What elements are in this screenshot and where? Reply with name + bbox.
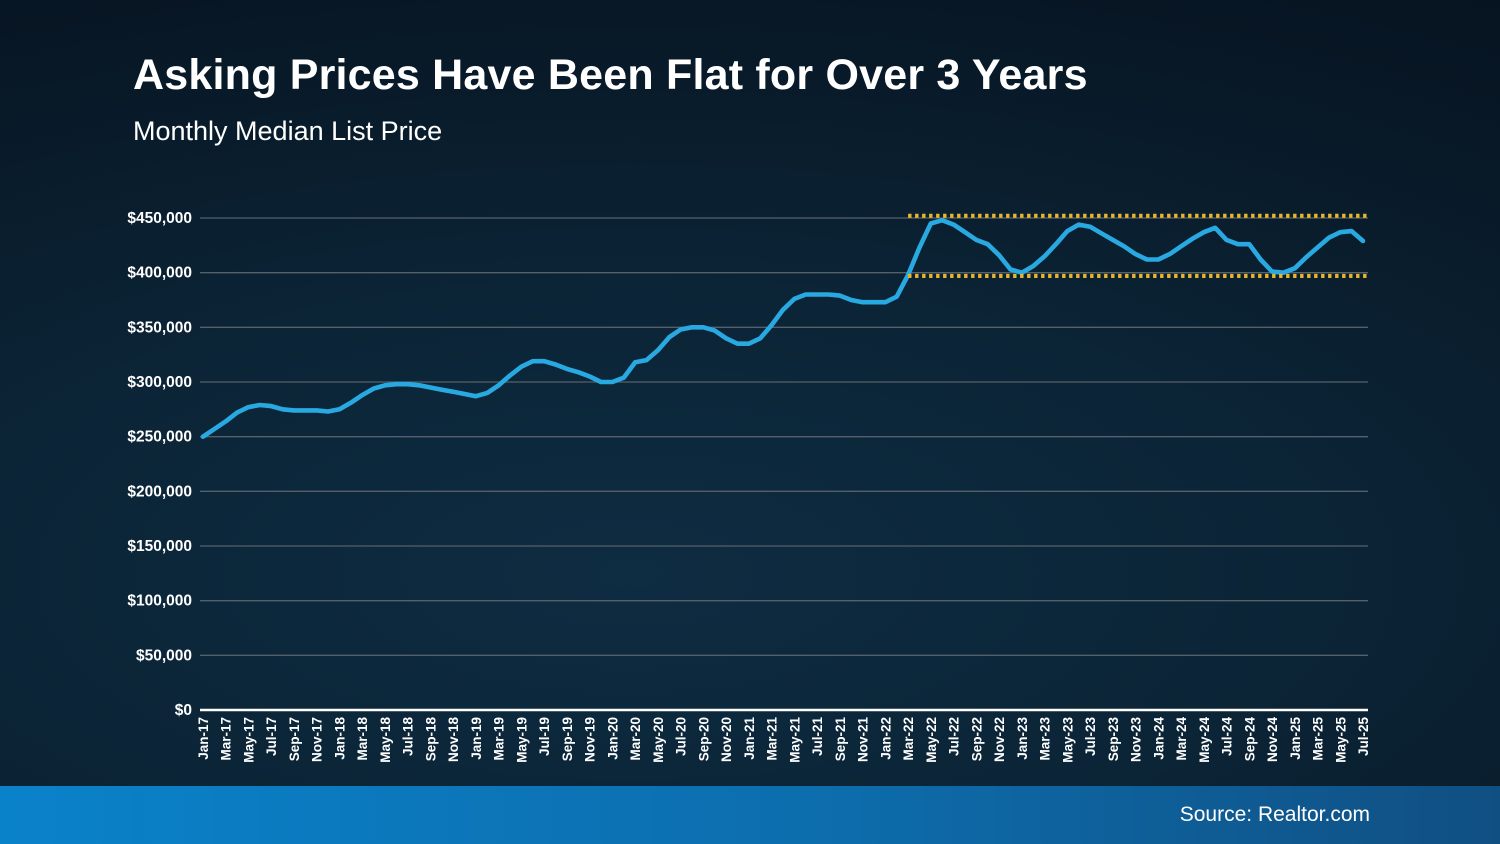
x-tick-label: Sep-22 [969,717,984,761]
x-tick-label: Nov-22 [992,717,1007,762]
x-tick-label: Mar-18 [355,717,370,761]
x-tick-label: Jan-24 [1151,717,1166,760]
x-tick-label: Jul-18 [401,717,416,757]
x-tick-label: Sep-17 [287,717,302,761]
x-tick-label: Jan-18 [332,717,347,760]
x-tick-label: Sep-24 [1242,717,1257,762]
x-tick-label: Sep-20 [696,717,711,761]
x-tick-label: Jan-21 [742,717,757,760]
x-tick-label: Nov-23 [1129,717,1144,763]
x-tick-label: Mar-20 [628,717,643,761]
x-tick-label: Jan-19 [469,717,484,760]
x-tick-label: May-17 [241,717,256,763]
x-tick-label: Jan-23 [1015,717,1030,760]
x-tick-label: Jul-20 [674,717,689,756]
y-tick-label: $400,000 [127,265,192,282]
x-tick-label: Nov-21 [856,717,871,763]
y-tick-label: $350,000 [127,319,192,336]
x-tick-label: Nov-17 [310,717,325,762]
x-tick-label: Sep-21 [833,717,848,762]
x-tick-label: Jan-22 [878,717,893,760]
x-tick-label: May-22 [924,717,939,763]
x-tick-label: Sep-19 [560,717,575,761]
y-tick-label: $100,000 [127,593,192,610]
x-tick-label: Jul-23 [1083,717,1098,757]
x-tick-label: Mar-24 [1174,717,1189,761]
x-tick-label: Jul-24 [1220,717,1235,757]
x-tick-label: May-25 [1333,717,1348,763]
x-tick-label: Jul-25 [1356,717,1371,757]
x-tick-label: Mar-17 [219,717,234,761]
x-tick-label: Sep-18 [423,717,438,762]
x-tick-label: Sep-23 [1106,717,1121,762]
x-tick-label: Jul-17 [264,717,279,756]
x-tick-label: Jan-17 [196,717,211,760]
x-tick-label: Nov-24 [1265,717,1280,763]
y-tick-label: $200,000 [127,483,192,500]
x-tick-label: May-24 [1197,717,1212,763]
x-tick-label: Jan-25 [1288,717,1303,760]
x-tick-label: Mar-25 [1311,717,1326,761]
y-tick-label: $300,000 [127,374,192,391]
x-tick-label: May-19 [514,717,529,763]
x-tick-label: May-23 [1060,717,1075,763]
x-tick-label: Mar-23 [1038,717,1053,761]
y-tick-label: $0 [175,702,192,719]
x-tick-label: Jul-19 [537,717,552,756]
x-tick-label: Mar-22 [901,717,916,761]
x-tick-label: May-21 [787,717,802,763]
x-tick-label: Nov-18 [446,717,461,763]
source-attribution: Source: Realtor.com [1179,803,1370,826]
x-tick-label: May-20 [651,717,666,763]
chart-subtitle: Monthly Median List Price [133,116,443,147]
x-tick-label: Mar-21 [765,717,780,761]
y-tick-label: $150,000 [127,538,192,555]
x-tick-label: Mar-19 [492,717,507,761]
median-list-price-line [200,217,1366,440]
x-tick-label: Nov-19 [583,717,598,762]
footer-bar: Source: Realtor.com [0,786,1500,844]
x-tick-label: May-18 [378,717,393,763]
chart-title: Asking Prices Have Been Flat for Over 3 … [133,51,1088,99]
y-tick-label: $250,000 [127,429,192,446]
y-tick-label: $450,000 [127,210,192,227]
chart-header: Asking Prices Have Been Flat for Over 3 … [133,51,1088,147]
y-tick-label: $50,000 [136,647,192,664]
x-tick-label: Nov-20 [719,717,734,762]
x-tick-label: Jul-22 [947,717,962,756]
x-tick-label: Jul-21 [810,717,825,757]
x-tick-label: Jan-20 [605,717,620,760]
